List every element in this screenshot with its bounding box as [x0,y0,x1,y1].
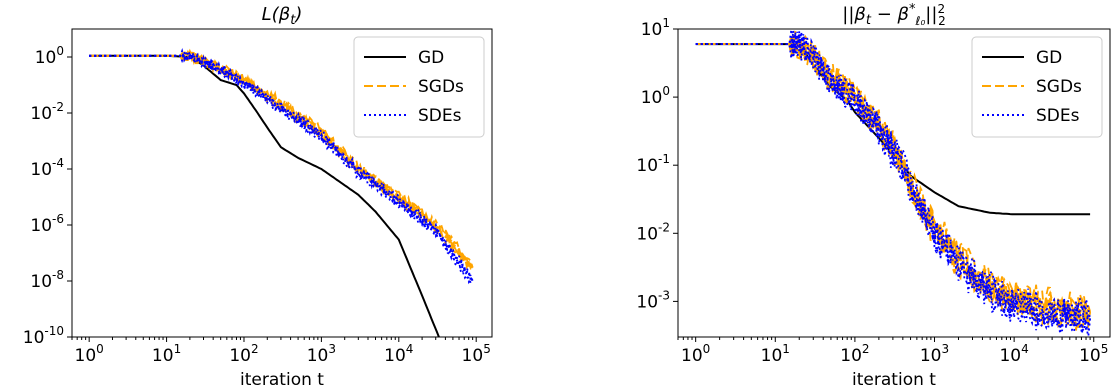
legend-box [353,36,485,138]
series-line-sdes-1 [89,48,474,285]
y-tick-label: 10-2 [636,220,670,244]
y-tick-label: 10-2 [30,100,64,124]
legend-label-sdes: SDEs [418,106,462,126]
legend-label-gd: GD [1036,48,1062,68]
legend-label-sgds: SGDs [1036,77,1082,97]
x-tick-label: 100 [75,342,104,366]
legend: GD SGDs SDEs [353,36,485,138]
x-tick-label: 101 [761,342,790,366]
y-tick-label: 10-4 [30,156,64,180]
x-tick-label: 102 [840,342,869,366]
y-tick-label: 100 [641,84,670,108]
x-tick-label: 103 [307,342,336,366]
y-tick-label: 10-8 [30,268,64,292]
x-tick-label: 103 [920,342,949,366]
series-line-sdes-5 [89,48,474,282]
axes-frame [677,28,1111,338]
series-line-sgds-2 [89,51,474,269]
y-tick-label: 10-3 [636,288,670,312]
legend-box [971,36,1103,138]
x-tick-label: 104 [999,342,1028,366]
y-tick-label: 10-10 [23,324,64,348]
series-line-sdes-3 [89,52,474,285]
x-tick-label: 105 [462,342,491,366]
x-tick-label: 104 [384,342,413,366]
y-tick-label: 10-1 [636,152,670,176]
y-tick-label: 10-6 [30,212,64,236]
y-tick-label: 100 [35,44,64,68]
chart-title: ||βt − β*ℓ₀||2 2 [842,2,945,28]
legend-label-gd: GD [418,48,444,68]
x-tick-label: 105 [1079,342,1108,366]
chart-title: L(βt) [262,4,303,28]
right-chart: 100 101 102 103 104 105 101 100 10-1 10-2 10-3 iter… [636,2,1111,388]
plot-area [89,48,474,337]
y-tick-label: 101 [641,16,670,40]
x-axis-label: iteration t [240,370,324,388]
series-line-sgds-5 [89,48,474,269]
x-axis-label: iteration t [852,370,936,388]
legend: GD SGDs SDEs [971,36,1103,138]
x-tick-label: 102 [229,342,258,366]
plot-area [695,29,1091,337]
x-tick-label: 101 [152,342,181,366]
series-line-sdes-5 [695,29,1091,327]
legend-label-sgds: SGDs [418,77,464,97]
axes-frame [71,28,493,338]
x-tick-label: 100 [681,342,710,366]
left-chart: 100 101 102 103 104 105 100 10-2 10-4 10-6 10-8 10-… [23,4,493,388]
legend-label-sdes: SDEs [1036,106,1080,126]
